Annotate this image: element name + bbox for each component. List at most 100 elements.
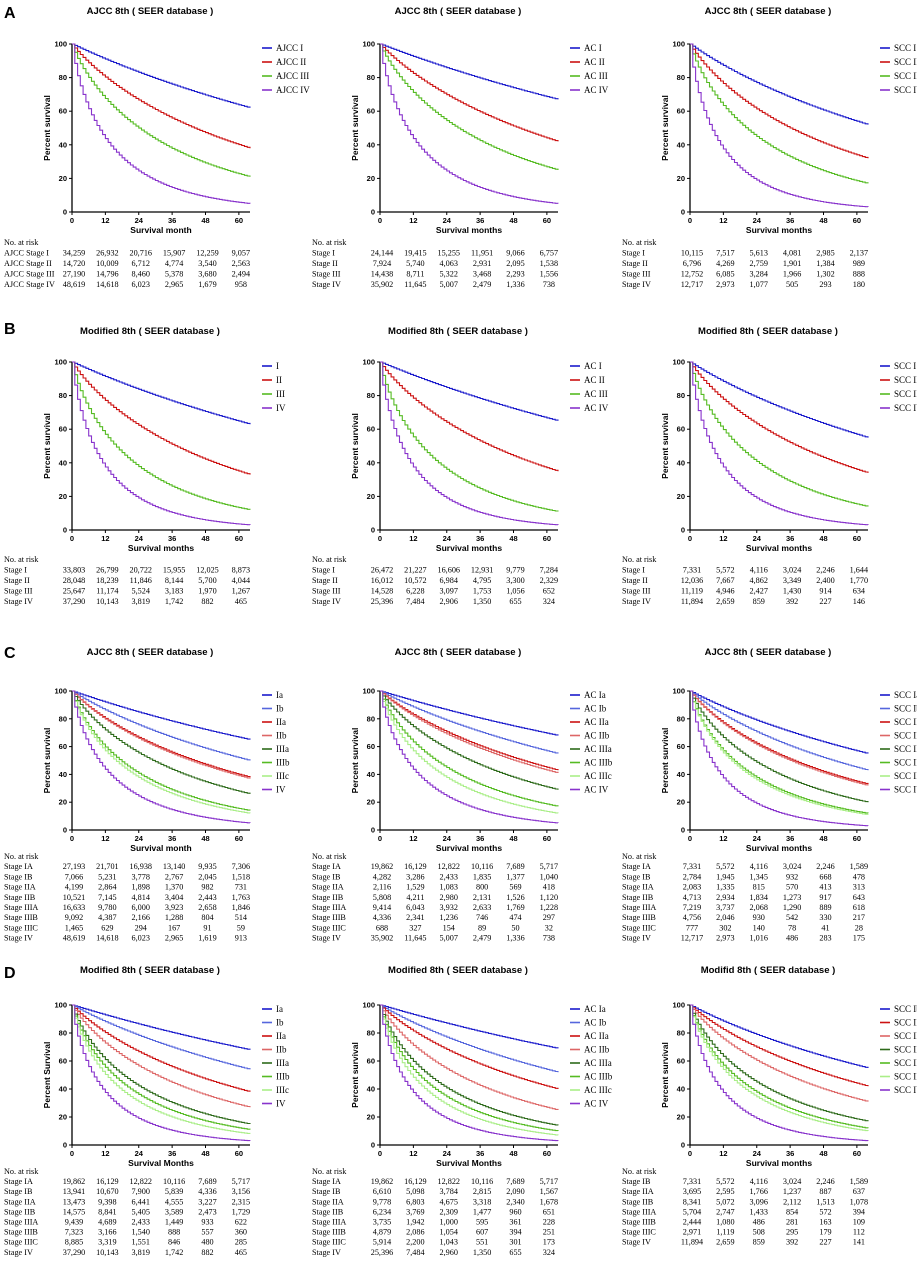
risk-cell: 9,779 xyxy=(506,566,524,575)
risk-cell: 163 xyxy=(819,1218,831,1227)
series-line xyxy=(690,1004,869,1129)
x-tick-label: 60 xyxy=(543,534,551,543)
risk-cell: 8,885 xyxy=(65,1238,83,1247)
y-tick-label: 100 xyxy=(672,40,685,49)
legend-label: AJCC IV xyxy=(276,85,310,95)
x-tick-label: 24 xyxy=(135,1149,144,1158)
risk-cell: 13,473 xyxy=(63,1197,86,1206)
series-line xyxy=(72,361,251,425)
risk-cell: 1,846 xyxy=(232,903,250,912)
risk-row-label: Stage IIB xyxy=(622,1197,654,1206)
risk-cell: 1,236 xyxy=(440,913,458,922)
risk-cell: 10,116 xyxy=(471,1177,493,1186)
risk-cell: 859 xyxy=(753,597,765,606)
risk-cell: 1,589 xyxy=(850,862,868,871)
risk-cell: 50 xyxy=(511,923,519,932)
x-tick-label: 36 xyxy=(786,834,794,843)
risk-cell: 16,129 xyxy=(404,862,427,871)
legend-label: IIb xyxy=(276,731,287,741)
y-axis-label: Percent Survival xyxy=(42,1042,52,1109)
risk-cell: 6,085 xyxy=(716,270,734,279)
x-axis-label: Survival Months xyxy=(436,1158,502,1168)
series-line xyxy=(72,1004,251,1092)
risk-row-label: Stage II xyxy=(312,259,338,268)
series-line xyxy=(690,43,869,208)
chart-title: AJCC 8th ( SEER database ) xyxy=(395,647,522,658)
risk-cell: 1,040 xyxy=(540,872,558,881)
risk-cell: 5,740 xyxy=(406,259,424,268)
risk-cell: 960 xyxy=(509,1207,521,1216)
risk-cell: 293 xyxy=(819,280,831,289)
series-line xyxy=(380,361,559,472)
legend-label: SCC II xyxy=(894,375,917,385)
risk-cell: 2,340 xyxy=(506,1197,524,1206)
series-line xyxy=(380,1004,559,1110)
y-axis-label: Percent survival xyxy=(660,1042,670,1108)
series-line xyxy=(72,43,251,204)
risk-cell: 651 xyxy=(543,1207,555,1216)
risk-cell: 1,526 xyxy=(506,893,524,902)
risk-cell: 5,717 xyxy=(232,1177,250,1186)
risk-row-label: Stage IB xyxy=(622,1177,651,1186)
y-tick-label: 20 xyxy=(677,1113,685,1122)
risk-cell: 12,822 xyxy=(129,1177,152,1186)
risk-row-label: Stage III xyxy=(622,270,651,279)
risk-cell: 2,086 xyxy=(406,1228,424,1237)
risk-cell: 7,066 xyxy=(65,872,83,881)
x-tick-label: 36 xyxy=(168,534,176,543)
risk-cell: 1,078 xyxy=(850,1197,868,1206)
y-tick-label: 60 xyxy=(367,425,375,434)
risk-row-label: Stage IV xyxy=(312,934,341,943)
risk-row-label: Stage IA xyxy=(4,1177,33,1186)
risk-table-header: No. at risk xyxy=(4,555,39,564)
x-tick-label: 24 xyxy=(135,834,144,843)
y-tick-label: 100 xyxy=(672,1001,685,1010)
y-tick-label: 60 xyxy=(677,107,685,116)
legend-label: SCC IV xyxy=(894,85,917,95)
legend-label: AC Ia xyxy=(584,1004,606,1014)
risk-cell: 2,633 xyxy=(473,903,491,912)
chart-panel-c1: AJCC 8th ( SEER database ) 0 20 40 60 80 100 0 1… xyxy=(4,647,290,943)
risk-cell: 14,528 xyxy=(371,587,394,596)
x-tick-label: 12 xyxy=(719,216,727,225)
legend-label: SCC Ib xyxy=(894,704,917,714)
risk-cell: 2,443 xyxy=(198,893,216,902)
legend-label: Ib xyxy=(276,704,284,714)
risk-cell: 9,935 xyxy=(198,862,216,871)
y-tick-label: 40 xyxy=(59,770,67,779)
y-tick-label: 80 xyxy=(59,73,67,82)
risk-cell: 9,092 xyxy=(65,913,83,922)
x-tick-label: 60 xyxy=(235,1149,243,1158)
risk-cell: 4,675 xyxy=(440,1197,458,1206)
legend-label: IV xyxy=(276,1099,286,1109)
risk-cell: 2,083 xyxy=(683,883,701,892)
risk-cell: 5,717 xyxy=(540,862,558,871)
series-line xyxy=(380,43,559,100)
series-line xyxy=(72,361,251,475)
y-tick-label: 0 xyxy=(63,826,67,835)
risk-cell: 16,129 xyxy=(404,1177,427,1186)
risk-cell: 888 xyxy=(168,1228,180,1237)
risk-cell: 859 xyxy=(753,1238,765,1247)
risk-cell: 7,667 xyxy=(716,576,734,585)
risk-cell: 21,227 xyxy=(404,566,427,575)
risk-cell: 2,095 xyxy=(506,259,524,268)
x-tick-label: 60 xyxy=(853,534,861,543)
risk-cell: 146 xyxy=(853,597,865,606)
y-tick-label: 100 xyxy=(54,687,67,696)
risk-cell: 3,284 xyxy=(750,270,768,279)
chart-panel-a2: AJCC 8th ( SEER database ) 0 20 40 60 80 100 0 1… xyxy=(312,6,609,289)
series-line xyxy=(380,1004,559,1132)
risk-cell: 5,378 xyxy=(165,270,183,279)
risk-cell: 14,796 xyxy=(96,270,119,279)
risk-cell: 3,589 xyxy=(165,1207,183,1216)
y-axis-label: Percent survival xyxy=(350,95,360,161)
series-line xyxy=(690,1004,869,1132)
risk-cell: 11,645 xyxy=(404,934,426,943)
risk-cell: 804 xyxy=(201,913,213,922)
legend-label: SCC IIIa xyxy=(894,744,917,754)
risk-cell: 1,770 xyxy=(850,576,868,585)
y-axis-label: Percent survival xyxy=(660,728,670,794)
risk-cell: 26,932 xyxy=(96,249,119,258)
x-axis-label: Survival month xyxy=(130,225,191,235)
